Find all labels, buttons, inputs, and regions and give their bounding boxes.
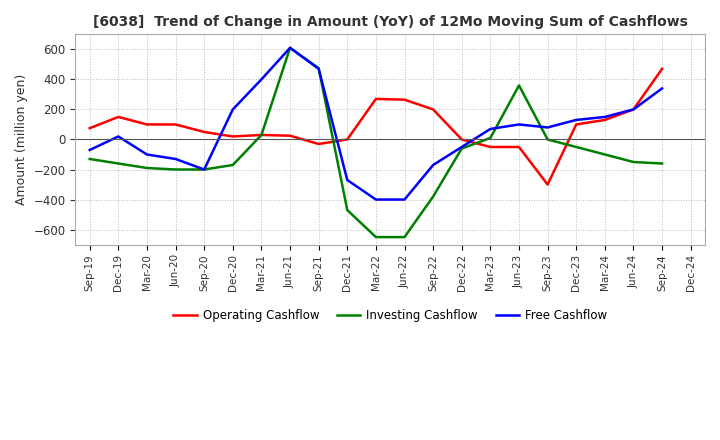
Operating Cashflow — [629, 107, 638, 112]
Operating Cashflow — [200, 129, 209, 135]
Investing Cashflow — [429, 194, 438, 199]
Operating Cashflow — [257, 132, 266, 138]
Free Cashflow — [86, 147, 94, 153]
Investing Cashflow — [658, 161, 667, 166]
Free Cashflow — [200, 167, 209, 172]
Operating Cashflow — [658, 66, 667, 72]
Investing Cashflow — [228, 162, 237, 168]
Investing Cashflow — [572, 144, 580, 150]
Line: Free Cashflow: Free Cashflow — [90, 48, 662, 200]
Line: Investing Cashflow: Investing Cashflow — [90, 48, 662, 237]
Investing Cashflow — [544, 137, 552, 142]
Operating Cashflow — [171, 122, 180, 127]
Free Cashflow — [486, 126, 495, 132]
Free Cashflow — [629, 107, 638, 112]
Operating Cashflow — [544, 182, 552, 187]
Free Cashflow — [343, 177, 351, 183]
Free Cashflow — [372, 197, 380, 202]
Investing Cashflow — [200, 167, 209, 172]
Y-axis label: Amount (million yen): Amount (million yen) — [15, 74, 28, 205]
Operating Cashflow — [228, 134, 237, 139]
Operating Cashflow — [143, 122, 151, 127]
Operating Cashflow — [486, 144, 495, 150]
Free Cashflow — [228, 107, 237, 112]
Investing Cashflow — [372, 235, 380, 240]
Operating Cashflow — [600, 117, 609, 123]
Operating Cashflow — [286, 133, 294, 138]
Operating Cashflow — [114, 114, 122, 120]
Title: [6038]  Trend of Change in Amount (YoY) of 12Mo Moving Sum of Cashflows: [6038] Trend of Change in Amount (YoY) o… — [93, 15, 688, 29]
Free Cashflow — [544, 125, 552, 130]
Free Cashflow — [457, 144, 466, 150]
Operating Cashflow — [315, 141, 323, 147]
Operating Cashflow — [86, 125, 94, 131]
Free Cashflow — [400, 197, 409, 202]
Free Cashflow — [600, 114, 609, 120]
Investing Cashflow — [286, 45, 294, 51]
Investing Cashflow — [171, 167, 180, 172]
Investing Cashflow — [457, 146, 466, 151]
Operating Cashflow — [515, 144, 523, 150]
Investing Cashflow — [515, 83, 523, 88]
Investing Cashflow — [400, 235, 409, 240]
Free Cashflow — [658, 86, 667, 91]
Investing Cashflow — [343, 207, 351, 213]
Investing Cashflow — [86, 156, 94, 161]
Free Cashflow — [315, 66, 323, 72]
Investing Cashflow — [315, 66, 323, 71]
Operating Cashflow — [572, 122, 580, 127]
Free Cashflow — [171, 156, 180, 161]
Free Cashflow — [429, 162, 438, 168]
Operating Cashflow — [400, 97, 409, 103]
Free Cashflow — [257, 77, 266, 82]
Operating Cashflow — [372, 96, 380, 102]
Operating Cashflow — [343, 137, 351, 142]
Line: Operating Cashflow: Operating Cashflow — [90, 69, 662, 184]
Free Cashflow — [572, 117, 580, 123]
Investing Cashflow — [143, 165, 151, 171]
Operating Cashflow — [429, 107, 438, 112]
Legend: Operating Cashflow, Investing Cashflow, Free Cashflow: Operating Cashflow, Investing Cashflow, … — [168, 304, 612, 327]
Investing Cashflow — [257, 132, 266, 138]
Investing Cashflow — [629, 159, 638, 165]
Investing Cashflow — [114, 161, 122, 166]
Investing Cashflow — [486, 136, 495, 141]
Free Cashflow — [515, 122, 523, 127]
Investing Cashflow — [600, 152, 609, 157]
Free Cashflow — [286, 45, 294, 51]
Free Cashflow — [143, 152, 151, 157]
Free Cashflow — [114, 134, 122, 139]
Operating Cashflow — [457, 137, 466, 142]
